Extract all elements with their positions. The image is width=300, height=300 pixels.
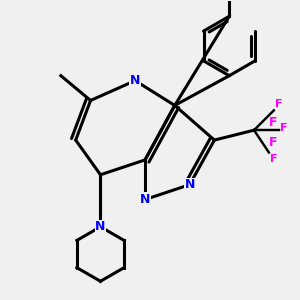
Text: F: F — [270, 154, 278, 164]
Text: N: N — [184, 178, 195, 191]
Text: F: F — [269, 116, 278, 129]
Text: N: N — [140, 193, 150, 206]
Text: F: F — [269, 136, 278, 149]
Text: N: N — [95, 220, 106, 233]
Text: N: N — [130, 74, 140, 87]
Text: F: F — [280, 123, 287, 133]
Text: F: F — [275, 99, 282, 110]
